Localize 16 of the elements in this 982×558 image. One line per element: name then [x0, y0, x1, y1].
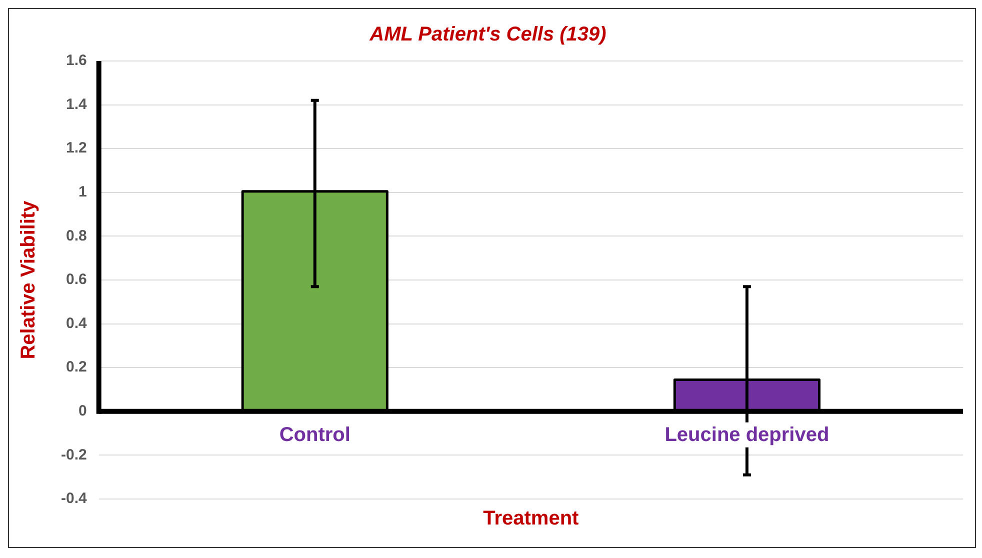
chart-title: AML Patient's Cells (139)	[368, 24, 607, 46]
x-axis-title: Treatment	[483, 508, 580, 530]
y-tick-label: 1.4	[66, 96, 88, 113]
y-tick-label: 0.4	[66, 314, 88, 332]
x-tick-label: Leucine deprived	[664, 424, 830, 446]
y-tick-label: 0.6	[66, 271, 87, 288]
y-tick-label: -0.4	[60, 490, 88, 508]
y-tick-label: 0.2	[66, 358, 87, 376]
y-tick-label: 1.6	[66, 52, 87, 70]
y-tick-label: 1.2	[66, 140, 87, 157]
y-tick-label: 1	[78, 184, 87, 201]
x-tick-label: Control	[279, 424, 350, 446]
y-tick-label: -0.2	[60, 446, 87, 464]
y-tick-label: 0.8	[66, 227, 87, 244]
y-tick-label: 0	[78, 402, 87, 420]
y-axis-title: Relative Viability	[18, 200, 40, 360]
